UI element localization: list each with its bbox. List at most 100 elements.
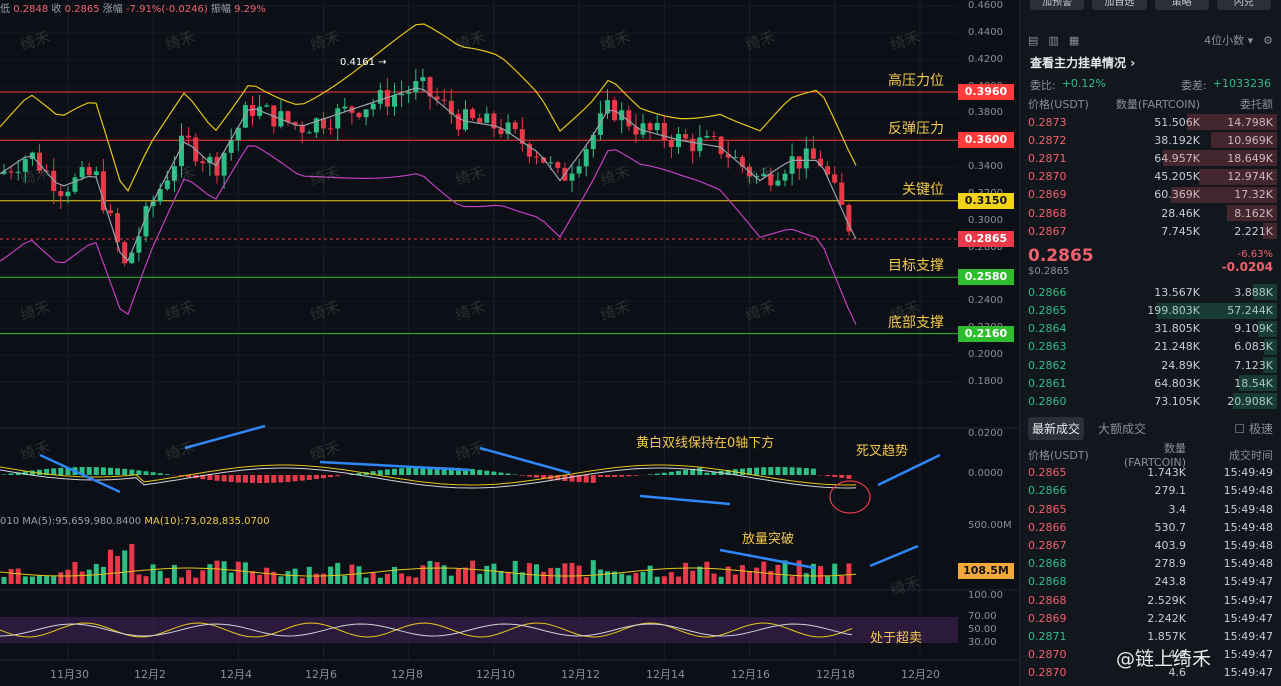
- macd-bar: [299, 475, 305, 481]
- macd-bar: [555, 475, 561, 481]
- bid-row[interactable]: 0.2860 73.105K 20.908K: [1020, 392, 1281, 410]
- swap-button[interactable]: 闪兑: [1216, 0, 1271, 10]
- tab-latest-trades[interactable]: 最新成交: [1028, 416, 1085, 440]
- ask-row[interactable]: 0.2868 28.46K 8.162K: [1020, 204, 1281, 222]
- tab-large-trades[interactable]: 大额成交: [1098, 421, 1147, 436]
- header-qty[interactable]: 数量(FARTCOIN): [1115, 98, 1200, 111]
- macd-bar: [725, 470, 731, 475]
- layout-bids-icon[interactable]: ▥: [1048, 33, 1059, 47]
- candle-body: [72, 177, 78, 192]
- volume-bar: [803, 573, 809, 584]
- candle-body: [690, 138, 696, 152]
- macd-bar: [803, 468, 809, 475]
- trade-time: 15:49:47: [1223, 648, 1273, 662]
- trade-price: 0.2871: [1028, 629, 1067, 643]
- strategy-button[interactable]: 策略: [1154, 0, 1209, 10]
- ask-row[interactable]: 0.2873 51.506K 14.798K: [1020, 113, 1281, 131]
- x-tick: 12月8: [391, 668, 423, 681]
- macd-bar: [775, 467, 781, 475]
- layout-asks-icon[interactable]: ▦: [1068, 33, 1080, 47]
- trade-row[interactable]: 0.2868 278.9 15:49:48: [1020, 555, 1281, 573]
- ask-row[interactable]: 0.2872 38.192K 10.969K: [1020, 131, 1281, 149]
- ohlc-close: 0.2865: [64, 4, 100, 15]
- trades-header-price: 价格(USDT): [1028, 448, 1089, 462]
- macd-bar: [271, 475, 277, 483]
- candle-body: [455, 114, 461, 130]
- depth-bar: [1227, 204, 1277, 221]
- order-amount: 12.974K: [1227, 170, 1273, 184]
- candle-body: [775, 180, 781, 186]
- macd-bar: [250, 475, 255, 483]
- trade-row[interactable]: 0.2865 3.4 15:49:48: [1020, 500, 1281, 518]
- depth-bar: [1171, 186, 1277, 203]
- volume-bar: [732, 574, 738, 584]
- volume-bar: [271, 571, 277, 584]
- volume-bar: [697, 566, 703, 584]
- annotation-arrow: [869, 544, 919, 568]
- trade-row[interactable]: 0.2870 4.6 15:49:47: [1020, 646, 1281, 664]
- x-tick: 12月10: [476, 668, 515, 681]
- macd-bar: [619, 475, 625, 477]
- orderbook-title-link[interactable]: 查看主力挂单情况 ›: [1030, 56, 1136, 70]
- macd-bar: [257, 475, 263, 483]
- death-cross-circle: [829, 480, 871, 514]
- trade-row[interactable]: 0.2866 279.1 15:49:48: [1020, 482, 1281, 500]
- bid-row[interactable]: 0.2863 21.248K 6.083K: [1020, 338, 1281, 356]
- trade-row[interactable]: 0.2871 1.857K 15:49:47: [1020, 627, 1281, 645]
- volume-bar: [157, 570, 163, 584]
- trade-row[interactable]: 0.2865 1.743K 15:49:49: [1020, 464, 1281, 482]
- volume-bar: [526, 563, 532, 584]
- trade-row[interactable]: 0.2867 403.9 15:49:48: [1020, 536, 1281, 554]
- trade-row[interactable]: 0.2870 4.6 15:49:47: [1020, 664, 1281, 682]
- macd-bar: [335, 475, 341, 477]
- bid-row[interactable]: 0.2864 31.805K 9.109K: [1020, 320, 1281, 338]
- bid-row[interactable]: 0.2862 24.89K 7.123K: [1020, 356, 1281, 374]
- candle-body: [434, 96, 440, 100]
- trade-qty: 279.1: [1154, 484, 1187, 498]
- trade-qty: 403.9: [1154, 538, 1187, 552]
- candle-body: [754, 176, 760, 178]
- candle-body: [725, 154, 731, 158]
- bid-row[interactable]: 0.2865 199.803K 57.244K: [1020, 302, 1281, 320]
- last-pct: -6.63%: [1237, 249, 1273, 261]
- alert-button[interactable]: 加预警: [1030, 0, 1085, 10]
- trade-row[interactable]: 0.2869 2.242K 15:49:47: [1020, 609, 1281, 627]
- candle-body: [569, 173, 575, 181]
- trade-time: 15:49:49: [1223, 466, 1273, 480]
- trade-row[interactable]: 0.2866 530.7 15:49:48: [1020, 518, 1281, 536]
- boll-mid: [0, 87, 857, 262]
- volume-bar: [810, 563, 816, 584]
- macd-bar: [739, 468, 745, 475]
- kline-chart[interactable]: 低 0.2848 收 0.2865 涨幅 -7.91%(-0.0246) 振幅 …: [0, 0, 1211, 686]
- volume-bar: [72, 561, 78, 584]
- trade-qty: 530.7: [1154, 520, 1187, 534]
- ask-row[interactable]: 0.2871 64.957K 18.649K: [1020, 149, 1281, 167]
- x-tick: 12月20: [901, 668, 940, 681]
- volume-bar: [377, 577, 383, 584]
- fast-mode-toggle[interactable]: ☐ 极速: [1234, 421, 1273, 436]
- level-name: 高压力位: [888, 72, 944, 89]
- level-price-tag: 0.2160: [958, 325, 1014, 342]
- trade-row[interactable]: 0.2868 243.8 15:49:47: [1020, 573, 1281, 591]
- layout-both-icon[interactable]: ▤: [1028, 33, 1039, 47]
- settings-gear-icon[interactable]: ⚙: [1263, 33, 1273, 47]
- candle-body: [228, 140, 234, 153]
- candle-body: [299, 125, 305, 133]
- order-amount: 20.908K: [1227, 395, 1273, 409]
- bid-row[interactable]: 0.2866 13.567K 3.888K: [1020, 283, 1281, 301]
- volume-bar: [44, 575, 50, 584]
- header-amount[interactable]: 委托额: [1240, 98, 1273, 111]
- volume-bar: [228, 572, 234, 584]
- add-watchlist-button[interactable]: 加自选: [1092, 0, 1147, 10]
- precision-select[interactable]: 4位小数 ▾: [1204, 34, 1254, 47]
- bid-row[interactable]: 0.2861 64.803K 18.54K: [1020, 374, 1281, 392]
- macd-bar: [590, 475, 596, 483]
- volume-bar: [654, 576, 660, 584]
- volume-ma10: MA(10):73,028,835.0700: [144, 516, 270, 527]
- ask-row[interactable]: 0.2869 60.369K 17.32K: [1020, 186, 1281, 204]
- trade-time: 15:49:47: [1223, 575, 1273, 589]
- chart-canvas[interactable]: [0, 0, 1018, 686]
- ask-row[interactable]: 0.2867 7.745K 2.221K: [1020, 222, 1281, 240]
- trade-row[interactable]: 0.2868 2.529K 15:49:47: [1020, 591, 1281, 609]
- ask-row[interactable]: 0.2870 45.205K 12.974K: [1020, 168, 1281, 186]
